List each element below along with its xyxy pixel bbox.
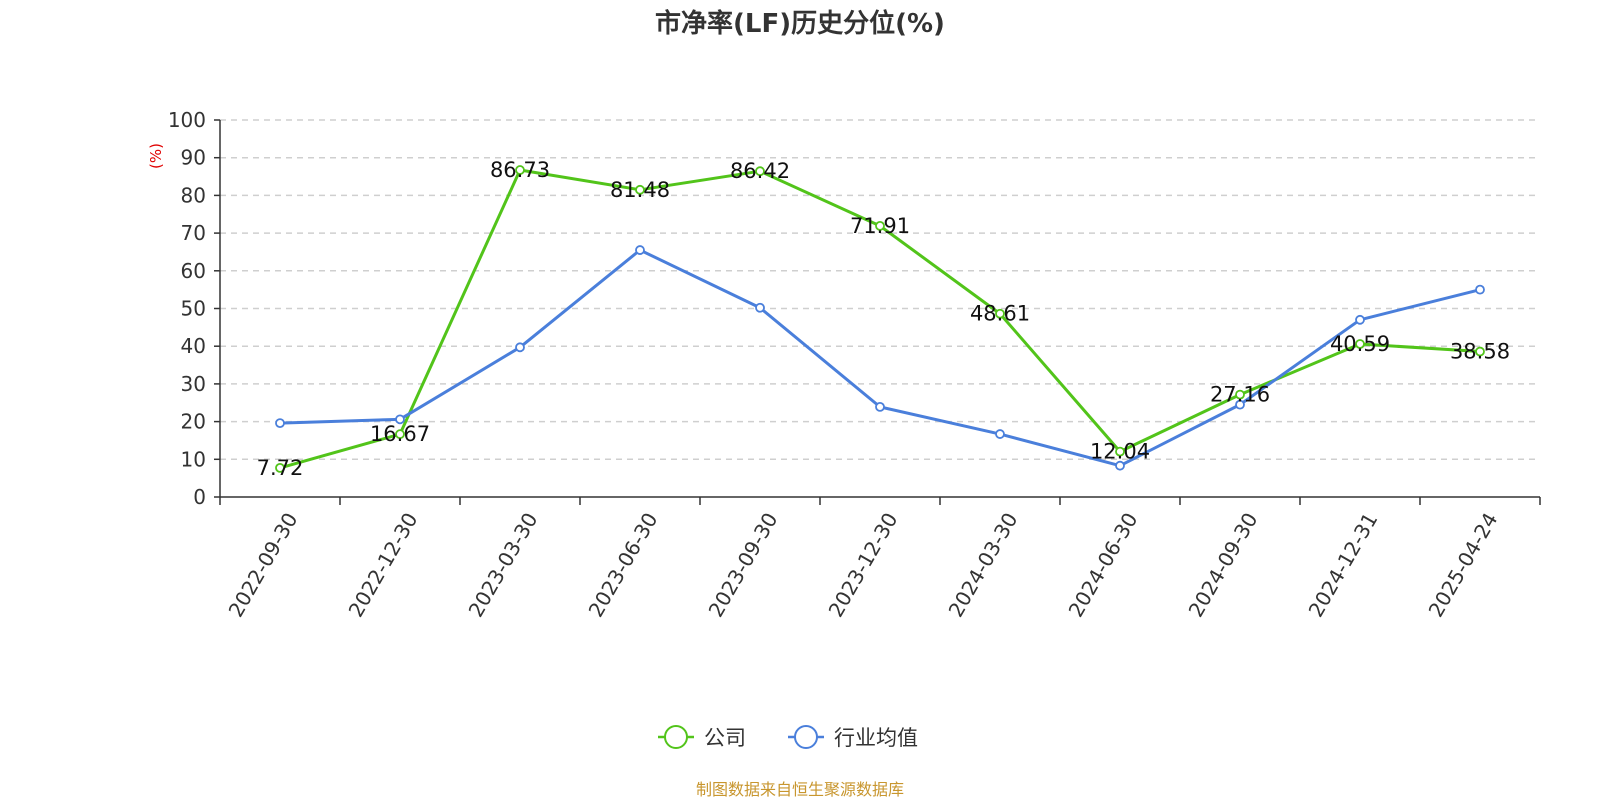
data-label: 7.72 [257, 456, 304, 480]
data-point [875, 401, 885, 412]
x-tick-label: 2025-04-24 [1424, 509, 1503, 622]
data-label: 86.73 [490, 158, 550, 182]
data-point [1355, 314, 1365, 325]
data-point [1235, 389, 1245, 400]
y-tick-label: 0 [193, 485, 206, 509]
x-tick-label: 2024-09-30 [1184, 509, 1263, 622]
x-tick-label: 2024-03-30 [944, 509, 1023, 622]
x-tick-label: 2024-12-31 [1304, 509, 1383, 622]
x-tick-label: 2023-06-30 [584, 509, 663, 622]
data-point [275, 418, 285, 429]
axes: 0 10 20 30 40 50 60 70 80 90 100 2022-09-30 2022-12-… [168, 108, 1541, 622]
data-point [275, 462, 285, 473]
data-point [515, 342, 525, 353]
series-lines [275, 165, 1485, 473]
legend-marker [794, 725, 818, 749]
data-label: 27.16 [1210, 383, 1270, 407]
data-point [1475, 346, 1485, 357]
y-tick-label: 90 [181, 146, 206, 170]
data-point [395, 429, 405, 440]
chart-title: 市净率(LF)历史分位(%) [655, 8, 945, 39]
data-label: 38.58 [1450, 340, 1510, 364]
y-tick-label: 50 [181, 297, 206, 321]
data-point [1115, 460, 1125, 471]
y-tick-label: 30 [181, 372, 206, 396]
x-tick-label: 2024-06-30 [1064, 509, 1143, 622]
data-point [395, 414, 405, 425]
data-point [635, 245, 645, 255]
data-point [875, 220, 885, 231]
data-point [515, 165, 525, 175]
data-point [635, 184, 645, 195]
x-tick-label: 2022-12-30 [344, 509, 423, 622]
source-note: 制图数据来自恒生聚源数据库 [696, 780, 904, 799]
data-point [1235, 399, 1245, 410]
y-tick-label: 100 [168, 108, 206, 132]
data-point [995, 308, 1005, 319]
data-point [755, 166, 765, 177]
y-tick-label: 10 [181, 447, 206, 471]
y-tick-label: 60 [181, 259, 206, 283]
data-label: 12.04 [1090, 440, 1150, 464]
series-line-1 [279, 248, 1481, 468]
legend-label: 行业均值 [834, 726, 918, 750]
data-label: 81.48 [610, 178, 670, 202]
x-tick-label: 2023-12-30 [824, 509, 903, 622]
data-point [1475, 284, 1485, 295]
legend: 公司 行业均值 [658, 725, 918, 750]
y-tick-label: 20 [181, 410, 206, 434]
data-label: 48.61 [970, 302, 1030, 326]
legend-marker [664, 725, 688, 749]
data-point [755, 302, 765, 313]
y-tick-label: 70 [181, 221, 206, 245]
data-point [1115, 446, 1125, 457]
data-label: 16.67 [370, 422, 430, 446]
legend-label: 公司 [704, 726, 746, 750]
y-axis-unit-label: (%) [147, 143, 165, 169]
x-tick-label: 2023-03-30 [464, 509, 543, 622]
data-label: 40.59 [1330, 332, 1390, 356]
data-point [1355, 339, 1365, 349]
data-labels: 7.72 16.67 86.73 81.48 86.42 71.91 48.61 12.04 2… [257, 158, 1510, 480]
x-tick-label: 2022-09-30 [224, 509, 303, 622]
data-point [995, 429, 1005, 439]
y-tick-label: 40 [181, 334, 206, 358]
x-tick-label: 2023-09-30 [704, 509, 783, 622]
data-label: 86.42 [730, 159, 790, 183]
data-label: 71.91 [850, 214, 910, 238]
y-tick-label: 80 [181, 183, 206, 207]
